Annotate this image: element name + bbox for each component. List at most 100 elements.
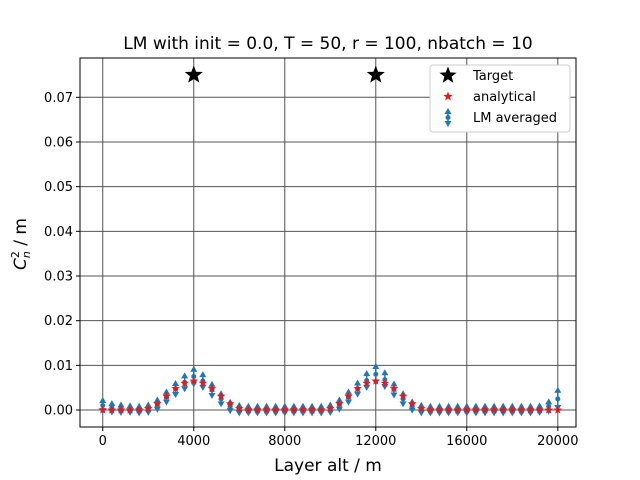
error-bar-cap-bottom (390, 392, 398, 399)
error-bar-cap-top (344, 388, 352, 395)
error-bar-cap-top (162, 388, 170, 395)
error-bar-cap-bottom (408, 407, 416, 414)
analytical-point-42 (480, 405, 490, 414)
error-bar-cap-top (381, 369, 389, 376)
data-point-marker (555, 396, 561, 402)
error-bar-cap-top (208, 380, 216, 387)
chart-title: LM with init = 0.0, T = 50, r = 100, nba… (123, 34, 532, 54)
error-bar-cap-bottom (172, 392, 180, 399)
error-bar-cap-top (172, 380, 180, 387)
analytical-point-30 (371, 376, 381, 385)
x-axis-label: Layer alt / m (274, 456, 382, 476)
error-bar-cap-bottom (162, 399, 170, 406)
analytical-point-6 (153, 399, 162, 408)
y-tick-label-5: 0.05 (44, 180, 73, 195)
error-bar-cap-bottom (335, 406, 343, 413)
plot-frame (79, 57, 577, 428)
analytical-point-0 (98, 405, 108, 414)
analytical-point-49 (544, 405, 553, 414)
analytical-point-40 (462, 405, 472, 414)
analytical-point-20 (280, 405, 290, 414)
analytical-point-23 (307, 405, 317, 414)
x-ticks: 0 4000 8000 12000 16000 20000 (99, 427, 578, 449)
series-target (184, 65, 385, 83)
analytical-point-34 (407, 399, 417, 408)
analytical-point-16 (244, 405, 253, 414)
legend-swatch-target (439, 66, 457, 83)
y-axis-label-main: C (11, 258, 31, 270)
error-bar-cap-bottom (199, 384, 207, 391)
y-axis-label-sup: 2 (9, 251, 22, 258)
legend-label-target: Target (472, 69, 513, 84)
analytical-point-50 (553, 405, 563, 414)
y-tick-label-2: 0.02 (44, 314, 73, 329)
legend-label-lm-averaged: LM averaged (473, 111, 557, 126)
y-axis-label: C2n / m (9, 218, 33, 270)
error-bar-cap-bottom (217, 401, 225, 408)
error-bar-cap-top (181, 372, 189, 379)
y-tick-label-3: 0.03 (44, 270, 73, 285)
error-bar-cap-bottom (181, 386, 189, 393)
analytical-point-31 (380, 378, 390, 387)
analytical-point-38 (444, 405, 453, 414)
legend-label-analytical: analytical (473, 90, 536, 105)
error-bar-cap-top (99, 396, 107, 403)
target-point-1 (366, 65, 385, 83)
error-bar-cap-top (108, 400, 116, 407)
legend: Target analytical LM averaged (429, 64, 571, 133)
analytical-point-13 (216, 391, 226, 400)
analytical-point-33 (398, 391, 408, 400)
analytical-point-24 (316, 405, 326, 414)
x-tick-label-1: 4000 (177, 434, 210, 449)
y-tick-label-1: 0.01 (44, 359, 73, 374)
legend-box (429, 64, 571, 133)
error-bar-cap-top (390, 380, 398, 387)
analytical-point-37 (435, 405, 444, 414)
analytical-point-12 (207, 384, 217, 393)
x-tick-label-3: 12000 (355, 434, 396, 449)
y-tick-label-7: 0.07 (44, 91, 73, 106)
analytical-point-7 (162, 391, 171, 400)
analytical-point-35 (417, 404, 426, 413)
error-bar-cap-top (536, 402, 544, 409)
analytical-point-4 (134, 405, 144, 414)
error-bar-cap-top (126, 402, 134, 409)
error-bar-cap-top (363, 370, 371, 377)
error-bar-cap-top (117, 401, 125, 408)
error-bar-cap-bottom (235, 410, 243, 417)
x-tick-label-4: 16000 (446, 434, 487, 449)
analytical-point-45 (508, 405, 517, 414)
analytical-point-43 (489, 405, 499, 414)
error-bar-cap-bottom (226, 408, 234, 415)
analytical-point-19 (271, 405, 280, 414)
analytical-point-32 (389, 384, 399, 393)
error-bar-cap-top (372, 363, 380, 370)
analytical-point-5 (143, 404, 153, 413)
y-axis-label-unit: / m (11, 218, 31, 251)
error-bar-cap-bottom (354, 391, 362, 398)
y-tick-label-4: 0.04 (44, 225, 73, 240)
analytical-point-10 (189, 376, 199, 385)
analytical-point-18 (262, 405, 271, 414)
y-axis-label-sub: n (20, 251, 33, 258)
analytical-point-11 (198, 378, 208, 387)
x-tick-label-5: 20000 (537, 434, 578, 449)
analytical-point-41 (471, 405, 481, 414)
analytical-point-22 (298, 405, 308, 414)
error-bar-cap-bottom (363, 384, 371, 391)
error-bar-cap-top (354, 379, 362, 386)
analytical-point-25 (326, 404, 335, 413)
analytical-point-3 (125, 405, 135, 414)
analytical-point-15 (234, 404, 244, 413)
legend-swatch-analytical (443, 91, 453, 101)
error-bar-cap-top (190, 365, 198, 372)
error-bar-cap-top (444, 108, 452, 114)
x-tick-label-0: 0 (99, 434, 107, 449)
error-bar-cap-bottom (344, 399, 352, 406)
error-bar-cap-top (199, 371, 207, 378)
analytical-point-46 (517, 405, 526, 414)
error-bar-cap-bottom (399, 401, 407, 408)
y-tick-label-0: 0.00 (44, 404, 73, 419)
analytical-point-9 (180, 378, 189, 387)
